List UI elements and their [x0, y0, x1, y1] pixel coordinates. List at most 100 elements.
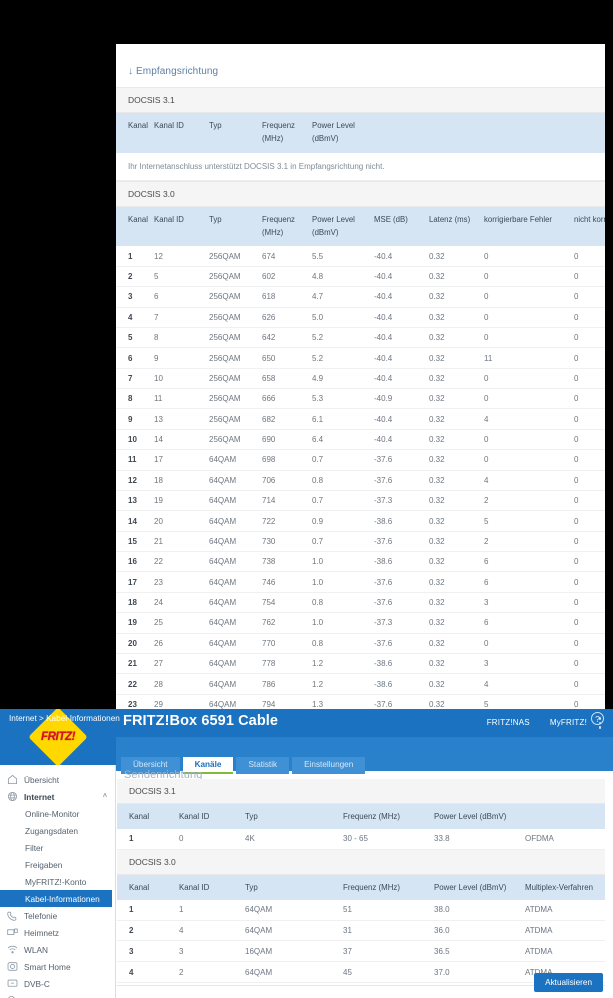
col-power-level: Power Level (dBmV) — [312, 207, 374, 247]
breadcrumb[interactable]: Internet > Kabel-Informationen — [9, 714, 120, 723]
tab-kan-le[interactable]: Kanäle — [182, 757, 234, 774]
col-kanal: Kanal — [129, 882, 150, 892]
table-cell: 0.32 — [429, 347, 484, 369]
table-cell: 21 — [154, 531, 209, 553]
table-cell: 8 — [154, 327, 209, 349]
table-cell: 20 — [154, 510, 209, 532]
table-cell: 25 — [154, 612, 209, 634]
fritz-logo[interactable]: FRITZ! — [0, 709, 116, 767]
table-cell: 64QAM — [209, 653, 262, 675]
globe-icon — [7, 791, 18, 802]
chevron-up-icon[interactable]: ˄ — [102, 793, 107, 800]
sidebar-item-bersicht[interactable]: Übersicht — [0, 771, 115, 788]
table-cell: 4 — [179, 920, 245, 942]
table-cell: 30 - 65 — [343, 829, 434, 850]
table-cell: 1.0 — [312, 571, 374, 593]
sidebar-subitem-freigaben[interactable]: Freigaben — [0, 856, 115, 873]
table-cell: 690 — [262, 429, 312, 451]
table-cell: 0.32 — [429, 388, 484, 410]
sidebar-subitem-kabel-informationen[interactable]: Kabel-Informationen — [0, 890, 112, 907]
sidebar-item-smart-home[interactable]: Smart Home — [0, 958, 115, 975]
table-cell: 17 — [154, 449, 209, 471]
sidebar-item-label: Internet — [24, 791, 55, 802]
table-cell: 37 — [343, 940, 434, 963]
table-cell: 16QAM — [245, 940, 343, 963]
sidebar-item-wlan[interactable]: WLAN — [0, 941, 115, 958]
table-row: 4 7 256QAM 626 5.0 -40.4 0.32 0 0 — [116, 307, 605, 328]
sidebar-item-diagnose[interactable]: Diagnose — [0, 992, 115, 998]
col-kanal-id: Kanal ID — [179, 882, 210, 892]
table-row: 11 17 64QAM 698 0.7 -37.6 0.32 0 0 — [116, 449, 605, 471]
table-cell: 14 — [116, 510, 154, 532]
table-cell: 0.32 — [429, 449, 484, 471]
sidebar-item-dvb-c[interactable]: DVB-C — [0, 975, 115, 992]
table-cell: 256QAM — [209, 347, 262, 369]
table-cell: 256QAM — [209, 368, 262, 390]
col-frequenz: Frequenz (MHz) — [343, 812, 400, 821]
table-cell: 3 — [484, 592, 574, 614]
table-cell: 682 — [262, 408, 312, 430]
table-cell: 18 — [154, 470, 209, 491]
col-typ: Typ — [209, 121, 222, 130]
table-cell: 36.5 — [434, 940, 525, 963]
sidebar-item-internet[interactable]: Internet ˄ — [0, 788, 115, 805]
link-fritznas[interactable]: FRITZ!NAS — [486, 718, 530, 727]
col-typ: Typ — [245, 882, 258, 892]
table-cell: 37.0 — [434, 961, 525, 983]
col-mse: MSE (dB) — [374, 214, 408, 224]
sidebar-item-heimnetz[interactable]: Heimnetz — [0, 924, 115, 941]
sidebar-item-telefonie[interactable]: Telefonie — [0, 907, 115, 924]
table-cell: 794 — [262, 694, 312, 712]
table-cell: 10 — [116, 429, 154, 451]
docsis31-upstream-table: Kanal Kanal ID Typ Frequenz (MHz) Power … — [117, 804, 605, 850]
table-cell: 0.8 — [312, 470, 374, 491]
tab--bersicht[interactable]: Übersicht — [121, 757, 180, 774]
table-cell: 0.7 — [312, 531, 374, 553]
table-cell: 0.9 — [312, 510, 374, 532]
help-icon[interactable]: ? — [591, 712, 604, 725]
table-cell: 698 — [262, 449, 312, 471]
table-cell: 714 — [262, 490, 312, 512]
table-cell: 12 — [116, 470, 154, 491]
docsis31-downstream-table: Kanal Kanal ID Typ Frequenz (MHz) Power … — [116, 113, 605, 153]
table-cell: 6.4 — [312, 429, 374, 451]
table-cell: 770 — [262, 633, 312, 654]
table-row: 15 21 64QAM 730 0.7 -37.6 0.32 2 0 — [116, 531, 605, 553]
sidebar-subitem-myfritz-konto[interactable]: MyFRITZ!-Konto — [0, 873, 115, 890]
table-cell: 746 — [262, 571, 312, 593]
sidebar-subitem-filter[interactable]: Filter — [0, 839, 115, 856]
table-cell: -37.6 — [374, 571, 429, 593]
sidebar-subitem-label: Zugangsdaten — [25, 825, 79, 836]
table-cell: 64QAM — [209, 551, 262, 573]
top-nav-links: FRITZ!NAS MyFRITZ! — [487, 718, 587, 727]
table-cell: 31 — [343, 920, 434, 942]
table-cell: 2 — [116, 266, 154, 288]
table-cell: 19 — [154, 490, 209, 512]
table-cell: 6 — [154, 286, 209, 308]
sidebar-subitem-zugangsdaten[interactable]: Zugangsdaten — [0, 822, 115, 839]
table-cell: 64QAM — [209, 510, 262, 532]
refresh-button[interactable]: Aktualisieren — [534, 973, 603, 992]
table-cell: 5.5 — [312, 246, 374, 267]
table-cell: 0.32 — [429, 694, 484, 712]
table-cell: 0 — [484, 388, 574, 410]
table-cell: 0 — [574, 266, 605, 288]
table-cell: 0.32 — [429, 510, 484, 532]
table-cell: 3 — [116, 286, 154, 308]
docsis30-upstream-band-label: DOCSIS 3.0 — [117, 849, 605, 875]
col-kanal-id: Kanal ID — [179, 812, 210, 821]
col-kanal: Kanal — [128, 121, 148, 130]
sidebar-subitem-online-monitor[interactable]: Online-Monitor — [0, 805, 115, 822]
tab-statistik[interactable]: Statistik — [236, 757, 290, 774]
table-cell: 5 — [154, 266, 209, 288]
col-power-unit: (dBmV) — [312, 133, 339, 143]
table-cell: 0.8 — [312, 633, 374, 654]
table-cell: 4 — [116, 307, 154, 328]
table-cell: 256QAM — [209, 429, 262, 451]
link-myfritz[interactable]: MyFRITZ! — [549, 718, 587, 727]
action-bar: Aktualisieren — [534, 972, 603, 992]
table-cell: -40.4 — [374, 368, 429, 390]
col-power-label: Power Level — [312, 214, 355, 224]
table-row: 2 4 64QAM 31 36.0 ATDMA — [117, 920, 605, 942]
tab-einstellungen[interactable]: Einstellungen — [292, 757, 366, 774]
